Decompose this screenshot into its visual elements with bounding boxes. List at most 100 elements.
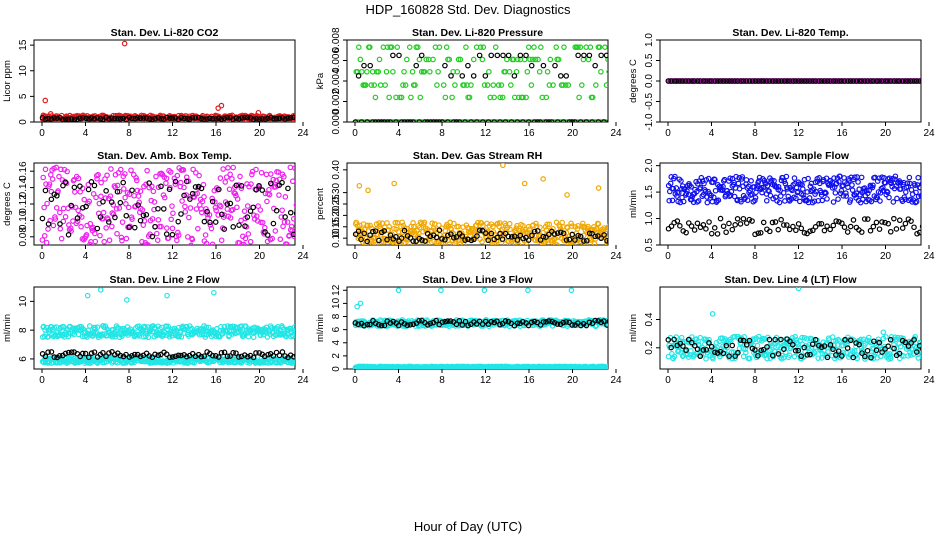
panel-2-point-all [427, 68, 433, 75]
panel-5-point-all [446, 241, 453, 245]
panel-9-point-all [678, 334, 685, 341]
panel-1-points [39, 40, 295, 122]
panel-6-point-hourly [893, 226, 900, 232]
panel-6-y-axis-label: ml/min [628, 190, 639, 218]
panel-2-point-hourly [488, 52, 495, 59]
panel-8-point-hourly [595, 318, 602, 324]
panel-8-point-hourly [381, 322, 388, 329]
panel-4-point-hourly [230, 224, 237, 230]
panel-4-point-all [58, 166, 64, 173]
panel-4-point-all [181, 184, 187, 191]
panel-1-xtick-label: 24 [297, 128, 309, 139]
panel-3-point-hourly [769, 78, 776, 84]
panel-5-point-hourly [494, 234, 500, 241]
panel-5-point-all [496, 220, 503, 226]
panel-3-ytick-label: -1.0 [644, 113, 655, 131]
panel-8-point-hourly [395, 322, 402, 329]
panel-8-point-hourly [459, 322, 466, 328]
panel-2-point-hourly [491, 119, 498, 122]
panel-2-point-hourly [572, 119, 578, 122]
panel-7-point-hourly [137, 353, 144, 360]
panel-1-point-hourly [218, 116, 225, 122]
panel-9-point-all [746, 355, 753, 362]
panel-6-point-all [832, 190, 839, 196]
panel-5-point-all [418, 220, 425, 227]
panel-2-point-all [376, 56, 383, 63]
panel-3-point-hourly [671, 78, 678, 84]
panel-2-point-all [609, 120, 613, 124]
panel-6-point-all [912, 199, 919, 206]
panel-5-point-hourly [604, 237, 608, 244]
panel-4-point-all [203, 206, 209, 212]
panel-2-point-hourly [480, 119, 486, 122]
panel-6-point-all [780, 189, 787, 196]
panel-7-xtick-label: 20 [254, 375, 266, 386]
panel-4-point-hourly [149, 233, 156, 240]
panel-5-ytick-label: 0.15 [331, 217, 342, 237]
panel-2-point-all [520, 94, 526, 101]
panel-1-point-hourly [88, 115, 95, 121]
panel-2-point-hourly [404, 119, 411, 122]
panel-7-point-hourly [250, 354, 257, 361]
panel-1-point-hourly [48, 116, 55, 122]
panel-6-point-all [738, 198, 744, 205]
panel-4-point-hourly [192, 184, 199, 190]
panel-3-point-hourly [841, 78, 848, 84]
panel-4-point-all [300, 236, 304, 240]
panel-2-point-hourly [367, 62, 374, 69]
panel-6-point-all [806, 195, 813, 201]
panel-7-point-hourly [155, 352, 162, 359]
panel-4-point-all [182, 209, 189, 215]
panel-4-point-all [195, 225, 201, 232]
panel-8-point-spike [354, 303, 360, 310]
panel-8-point-spike [357, 300, 364, 307]
panel-8-point-hourly [444, 318, 451, 324]
panel-5-point-hourly [569, 231, 576, 238]
panel-5-point-hourly [422, 238, 428, 244]
panel-8-point-hourly [525, 322, 532, 329]
panel-6-point-all [804, 189, 811, 195]
panel-7-plot-box [33, 286, 296, 370]
panel-5-point-hourly [581, 238, 587, 244]
panel-7-point-hourly [149, 354, 156, 361]
panel-1-point-hourly [247, 115, 254, 121]
panel-4-point-all [136, 199, 142, 206]
panel-3-xtick-label: 4 [709, 128, 715, 139]
panel-6-point-all [778, 177, 785, 184]
panel-9-point-all [742, 346, 748, 353]
panel-5-point-all [506, 220, 513, 227]
panel-2-point-hourly [497, 119, 503, 122]
panel-7-point-hourly [129, 352, 135, 359]
panel-4-point-all [98, 179, 104, 186]
panel-2-point-all [430, 56, 436, 63]
panel-5-point-spike [613, 184, 617, 188]
panel-5-point-hourly [358, 236, 364, 243]
panel-8-ytick-label: 8 [331, 313, 342, 319]
panel-5-point-hourly [419, 237, 425, 243]
panel-4-point-hourly [259, 187, 266, 193]
panel-4-point-all [218, 237, 225, 244]
panel-4-point-hourly [247, 208, 254, 214]
panel-4-point-all [182, 203, 188, 210]
panel-7-point-spike [299, 301, 303, 305]
panel-4-point-all [259, 219, 266, 226]
panel-8-point-all [611, 323, 615, 327]
panel-1-point-hourly [178, 114, 185, 121]
panel-6-point-all [666, 197, 672, 204]
panel-3-point-hourly [712, 78, 718, 84]
panel-6-point-all [727, 175, 733, 182]
panel-1-xtick-label: 16 [210, 128, 222, 139]
panel-5-point-all [469, 225, 475, 232]
panel-1-point-hourly [215, 115, 222, 122]
panel-4-point-all [220, 166, 226, 172]
panel-6-point-all [925, 195, 929, 199]
panel-4-point-hourly [209, 198, 216, 205]
panel-7-point-hourly [172, 353, 179, 360]
panel-7-point-hourly [221, 349, 228, 356]
panel-5-point-all [574, 226, 581, 232]
panel-6-point-hourly [816, 220, 822, 227]
panel-8-point-hourly [491, 319, 498, 326]
panel-2-point-hourly [453, 119, 460, 122]
panel-7-point-hourly [183, 353, 190, 360]
panel-5-point-all [563, 230, 570, 236]
